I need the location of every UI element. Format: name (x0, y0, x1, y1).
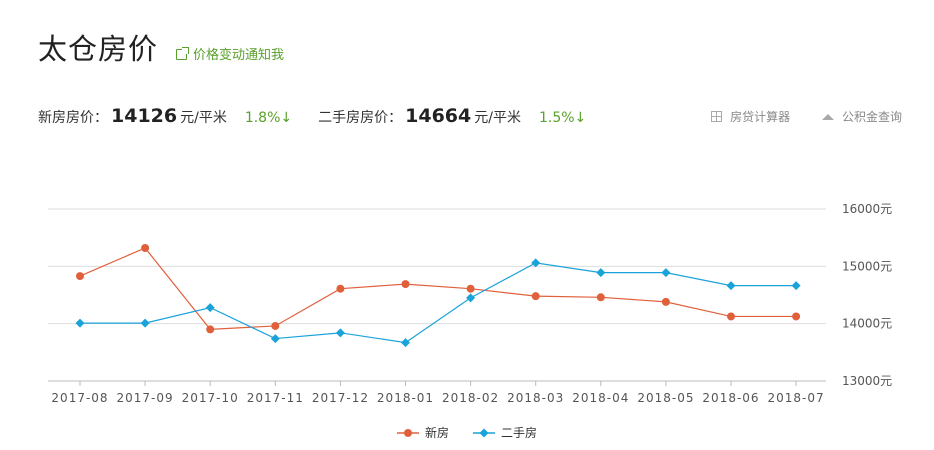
data-point (401, 338, 410, 348)
new-price-unit: 元/平米 (180, 110, 227, 126)
data-point (140, 318, 150, 328)
x-tick-label: 2018-06 (702, 391, 759, 405)
data-point (205, 303, 215, 313)
data-point (335, 328, 345, 338)
data-point (466, 284, 475, 293)
x-tick-label: 2018-04 (572, 391, 629, 405)
data-point (727, 312, 735, 321)
tools-bar: 房贷计算器 公积金查询 (683, 108, 902, 125)
new-price-value: 14126 (111, 105, 178, 127)
x-tick-label: 2017-09 (117, 391, 174, 405)
y-tick-label: 15000元 (842, 259, 892, 273)
data-point (531, 258, 541, 268)
legend-swatch (396, 428, 419, 437)
x-tick-label: 2018-07 (768, 391, 825, 405)
external-link-icon (176, 47, 189, 60)
data-point (791, 281, 801, 291)
data-point (206, 325, 215, 334)
used-price-value: 14664 (405, 105, 472, 127)
price-line-chart: 13000元 14000元 15000元 16000元 2017-08 2017-09 20… (48, 202, 892, 405)
data-point (76, 272, 84, 281)
data-point (792, 312, 801, 321)
x-tick-label: 2017-12 (312, 391, 369, 405)
new-price-change: 1.8%↓ (244, 110, 293, 126)
data-point (401, 280, 410, 289)
used-price-change: 1.5%↓ (538, 110, 587, 126)
data-point (336, 284, 345, 293)
legend-label: 二手房 (501, 426, 538, 440)
data-point (726, 281, 736, 291)
x-tick-label: 2017-11 (247, 391, 304, 405)
legend-item-1[interactable]: 新房 (396, 424, 449, 441)
x-tick-label: 2017-08 (51, 391, 108, 405)
used-price-unit: 元/平米 (474, 110, 521, 126)
legend-item-2[interactable]: 二手房 (473, 424, 537, 441)
new-price-label: 新房房价： (38, 110, 108, 126)
page-title: 太仓房价 (38, 32, 159, 66)
notify-label: 价格变动通知我 (193, 48, 285, 63)
price-summary: 新房房价： 14126 元/平米 1.8%↓ 二手房房价： 14664 元/平米 1.5%↓ (38, 105, 612, 127)
data-point (661, 268, 671, 278)
chart-legend: 新房 二手房 (0, 424, 934, 441)
calc-label: 房贷计算器 (730, 110, 791, 124)
housing-fund-link[interactable]: 公积金查询 (821, 110, 902, 124)
data-point (596, 268, 606, 278)
fund-label: 公积金查询 (841, 110, 902, 124)
y-tick-label: 14000元 (842, 317, 892, 331)
data-point (141, 243, 150, 252)
price-change-notify-link[interactable]: 价格变动通知我 (176, 44, 284, 63)
legend-label: 新房 (424, 426, 449, 440)
data-point (270, 334, 280, 344)
x-tick-label: 2018-03 (507, 391, 564, 405)
used-price-label: 二手房房价： (318, 110, 403, 126)
x-tick-label: 2017-10 (182, 391, 239, 405)
data-point (661, 297, 670, 306)
series-line-1 (79, 247, 797, 331)
y-tick-label: 16000元 (842, 202, 892, 216)
data-point (75, 318, 85, 328)
home-icon (821, 114, 834, 120)
x-tick-label: 2018-05 (637, 391, 694, 405)
y-tick-label: 13000元 (842, 374, 892, 388)
data-point (466, 293, 476, 303)
calculator-icon (711, 111, 723, 122)
series-line-2 (80, 262, 797, 344)
x-tick-label: 2018-02 (442, 391, 499, 405)
data-point (596, 293, 605, 302)
mortgage-calculator-link[interactable]: 房贷计算器 (711, 110, 790, 124)
data-point (531, 292, 540, 301)
data-point (271, 321, 280, 330)
x-tick-label: 2018-01 (377, 391, 434, 405)
legend-swatch (473, 428, 495, 437)
